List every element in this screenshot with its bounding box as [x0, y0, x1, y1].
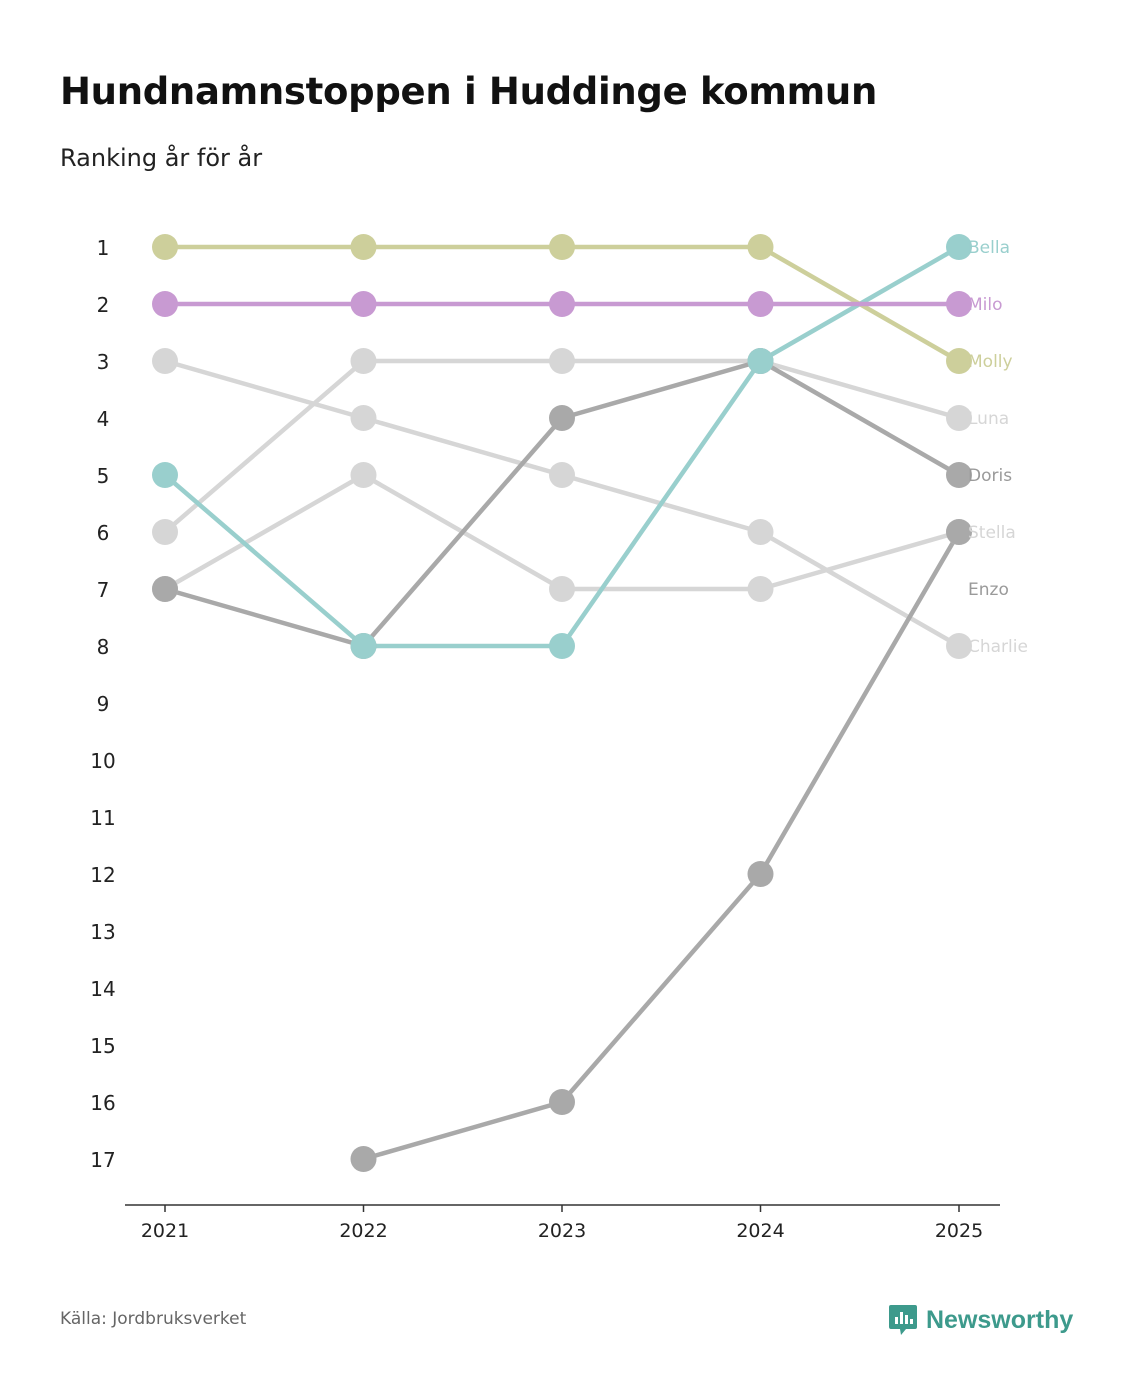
data-point-bella: [747, 348, 774, 374]
data-point-milo: [747, 291, 774, 317]
data-point-bella: [350, 633, 377, 659]
series-line-stella: [163, 472, 960, 592]
data-point-doris: [946, 462, 972, 488]
data-point-charlie: [747, 519, 774, 545]
x-tick-label: 2024: [736, 1220, 784, 1242]
y-tick-label: 15: [90, 1034, 115, 1058]
data-point-doris: [152, 576, 178, 602]
chart-title: Hundnamnstoppen i Huddinge kommun: [60, 70, 877, 113]
data-point-molly: [152, 234, 178, 260]
chart-subtitle: Ranking år för år: [60, 144, 263, 172]
data-point-molly: [350, 234, 377, 260]
series-end-label: Milo: [968, 295, 1003, 315]
y-tick-label: 17: [90, 1148, 115, 1172]
data-point-bella: [152, 462, 178, 488]
series-end-label: Doris: [968, 466, 1012, 486]
data-point-enzo: [747, 861, 774, 887]
data-point-luna: [152, 519, 178, 545]
x-tick-label: 2022: [339, 1220, 387, 1242]
series-end-label: Luna: [968, 409, 1009, 429]
y-tick-label: 3: [97, 350, 110, 374]
data-point-bella: [946, 234, 972, 260]
data-point-charlie: [549, 462, 575, 488]
data-point-molly: [946, 348, 972, 374]
data-point-stella: [549, 576, 575, 602]
source-note: Källa: Jordbruksverket: [60, 1309, 247, 1329]
y-tick-label: 14: [90, 977, 115, 1001]
data-point-luna: [549, 348, 575, 374]
y-tick-label: 12: [90, 863, 115, 887]
data-point-doris: [549, 405, 575, 431]
series-line-charlie: [164, 358, 961, 648]
data-point-luna: [350, 348, 377, 374]
x-tick-label: 2025: [935, 1220, 983, 1242]
series-line-luna: [163, 358, 960, 534]
series-line-doris: [164, 358, 961, 649]
y-tick-label: 8: [97, 635, 110, 659]
data-point-charlie: [946, 633, 972, 659]
series-labels: Bella Milo Molly Luna Doris Stella Enzo Charlie: [968, 238, 1028, 657]
data-point-milo: [549, 291, 575, 317]
data-point-milo: [946, 291, 972, 317]
y-tick-label: 9: [97, 692, 110, 716]
y-tick-label: 4: [97, 407, 110, 431]
y-tick-label: 10: [90, 749, 115, 773]
data-point-enzo: [946, 519, 972, 545]
data-point-milo: [350, 291, 377, 317]
data-point-molly: [747, 234, 774, 260]
y-tick-label: 1: [97, 236, 110, 260]
y-tick-label: 7: [97, 578, 110, 602]
series-lines: [163, 244, 961, 1162]
y-tick-label: 6: [97, 521, 110, 545]
data-point-stella: [350, 462, 377, 488]
series-end-label: Stella: [968, 523, 1016, 543]
series-end-label: Enzo: [968, 580, 1009, 600]
y-tick-label: 13: [90, 920, 115, 944]
data-point-enzo: [549, 1089, 575, 1115]
y-tick-label: 16: [90, 1091, 115, 1115]
data-point-luna: [946, 405, 972, 431]
series-points: [152, 234, 972, 1172]
y-tick-label: 5: [97, 464, 110, 488]
data-point-enzo: [350, 1146, 377, 1172]
data-point-bella: [549, 633, 575, 659]
data-point-stella: [747, 576, 774, 602]
data-point-charlie: [350, 405, 377, 431]
brand-name: Newsworthy: [926, 1305, 1074, 1334]
data-point-milo: [152, 291, 178, 317]
series-end-label: Charlie: [968, 637, 1028, 657]
data-point-molly: [549, 234, 575, 260]
x-tick-label: 2021: [141, 1220, 189, 1242]
y-tick-label: 2: [97, 293, 110, 317]
newsworthy-logo-icon: [889, 1305, 917, 1335]
y-tick-label: 11: [90, 806, 115, 830]
data-point-charlie: [152, 348, 178, 374]
series-line-enzo: [362, 530, 961, 1162]
series-end-label: Molly: [968, 352, 1013, 372]
brand-logo[interactable]: Newsworthy: [888, 1303, 1073, 1337]
x-tick-label: 2023: [538, 1220, 586, 1242]
series-end-label: Bella: [968, 238, 1010, 258]
